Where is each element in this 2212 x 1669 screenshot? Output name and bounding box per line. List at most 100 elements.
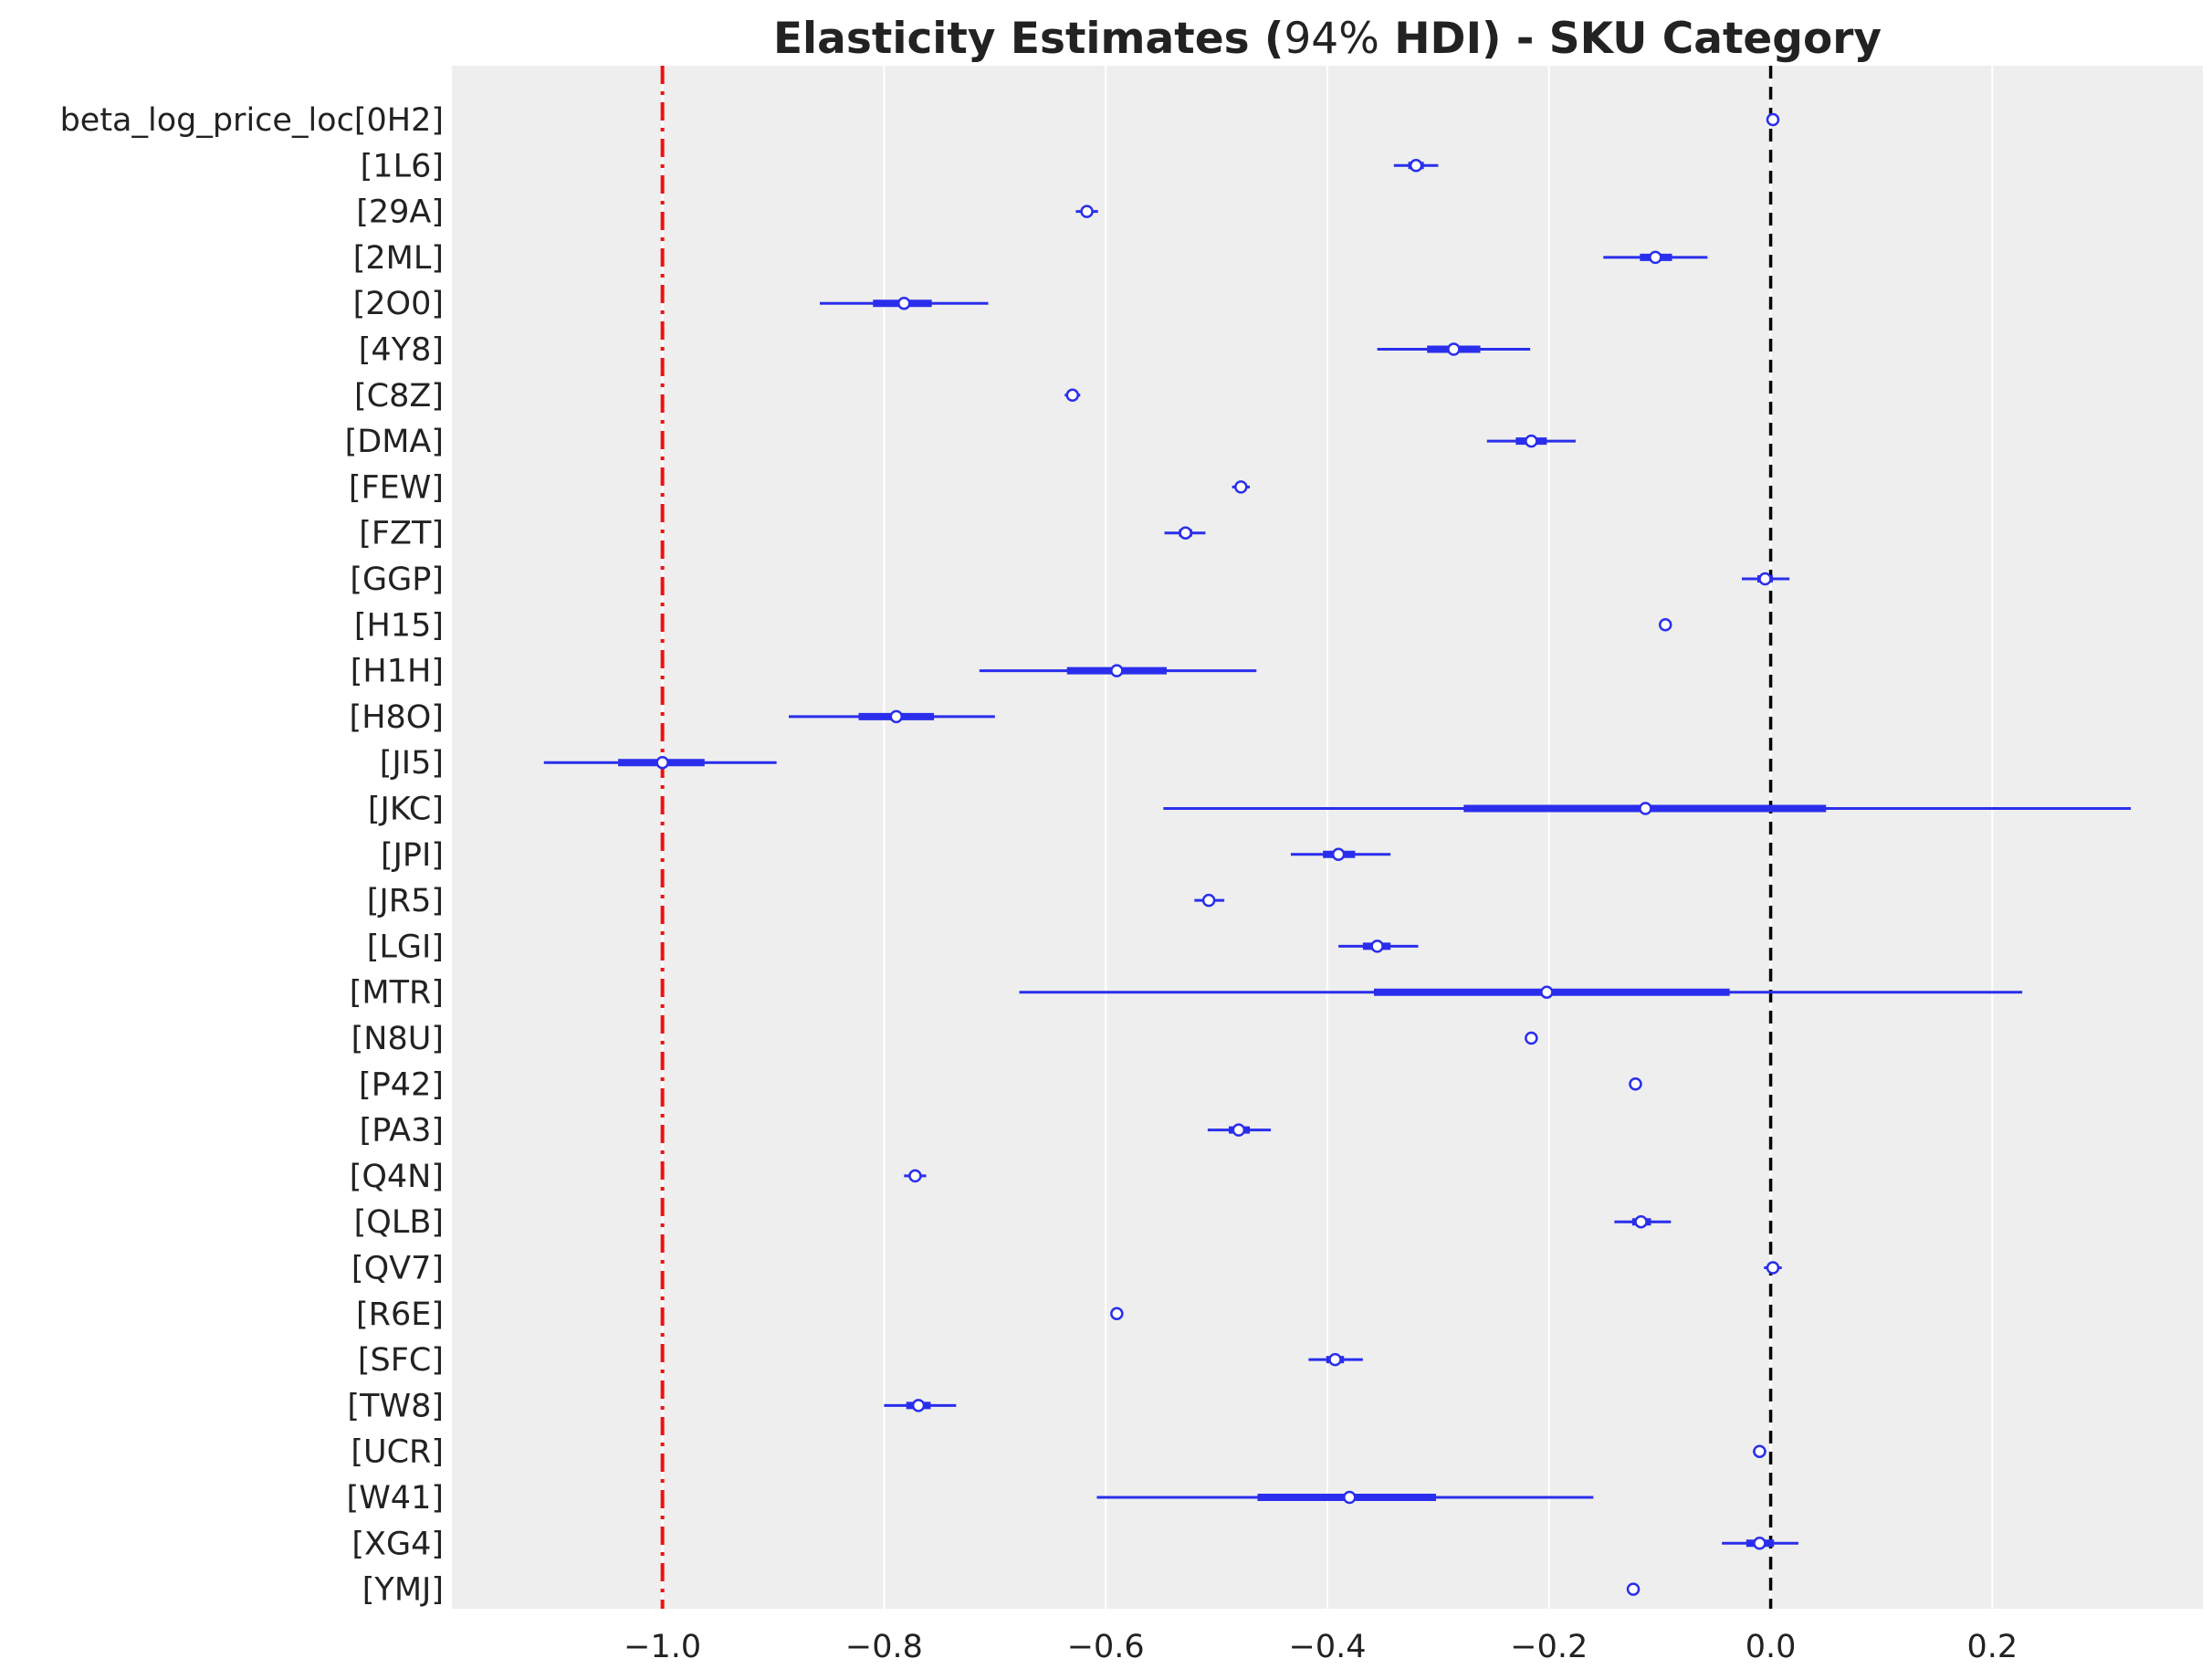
y-tick-label: [TW8] (347, 1388, 444, 1424)
mean-point (1331, 847, 1346, 862)
forest-row (1096, 1490, 1594, 1505)
mean-point (1753, 1537, 1766, 1550)
x-tick-label: 0.2 (1967, 1629, 2018, 1664)
mean-point (1634, 1214, 1648, 1229)
x-tick-label: −0.2 (1510, 1629, 1588, 1664)
forest-row (543, 755, 777, 770)
mean-point (1758, 572, 1772, 586)
y-tick-label: [MTR] (350, 975, 444, 1012)
y-tick-label: [XG4] (351, 1526, 444, 1562)
mean-point (1639, 802, 1652, 815)
mean-point (1409, 159, 1423, 173)
mean-point (1110, 1307, 1124, 1321)
y-tick-label: [JR5] (367, 883, 444, 919)
forest-row (1722, 1537, 1798, 1550)
mean-point (1328, 1352, 1342, 1367)
forest-row (1614, 1214, 1672, 1229)
mean-point (1540, 985, 1554, 999)
y-tick-label: [N8U] (351, 1021, 444, 1057)
y-tick-label: [JKC] (368, 792, 444, 828)
y-tick-label: [H1H] (351, 654, 444, 690)
mean-point (1234, 480, 1248, 494)
forest-row (1486, 434, 1576, 448)
forest-row (1338, 939, 1419, 953)
mean-point (1766, 112, 1780, 127)
y-tick-label: [LGI] (367, 929, 444, 965)
y-tick-label: [PA3] (360, 1113, 444, 1149)
x-tick-label: −0.6 (1067, 1629, 1145, 1664)
x-tick-label: −0.8 (845, 1629, 923, 1664)
y-tick-label: [1L6] (361, 148, 444, 184)
mean-point (908, 1169, 922, 1183)
y-tick-label: [QLB] (354, 1204, 444, 1241)
mean-point (1179, 526, 1192, 540)
y-tick-label: [SFC] (358, 1342, 444, 1379)
x-tick-label: −0.4 (1289, 1629, 1367, 1664)
y-tick-label: [H15] (354, 607, 444, 644)
y-tick-label: [DMA] (345, 424, 444, 460)
mean-point (1525, 434, 1538, 448)
y-tick-label: [H8O] (350, 699, 444, 736)
chart-title-bold-prefix: Elasticity Estimates ( (773, 14, 1284, 64)
y-tick-label: [2ML] (353, 240, 444, 277)
mean-point (1447, 342, 1461, 356)
mean-point (1343, 1490, 1357, 1505)
y-tick-label: [2O0] (353, 286, 444, 322)
forest-row (1163, 802, 2132, 815)
mean-point (1766, 1261, 1780, 1275)
forest-row (1110, 1307, 1124, 1321)
forest-row (1064, 388, 1081, 403)
forest-rows (543, 112, 2132, 1596)
forest-row (1626, 1582, 1641, 1596)
y-tick-label: [Q4N] (350, 1159, 444, 1195)
mean-point (1629, 1077, 1642, 1091)
mean-point (889, 709, 904, 724)
y-tick-label: [GGP] (350, 562, 444, 598)
forest-row (820, 296, 989, 310)
mean-point (1201, 893, 1216, 908)
y-tick-label: [JI5] (380, 745, 444, 782)
forest-row (1764, 1261, 1782, 1275)
chart-title-light-part: 94% (1284, 14, 1379, 64)
forest-row (1019, 985, 2023, 999)
y-tick-label: [W41] (347, 1480, 444, 1517)
y-tick-label: [YMJ] (362, 1572, 444, 1609)
mean-point (911, 1399, 926, 1412)
forest-row (904, 1169, 927, 1183)
forest-row (1290, 847, 1391, 862)
mean-point (1658, 618, 1672, 632)
y-tick-label: [JPI] (381, 837, 444, 874)
reference-lines (660, 66, 1773, 1609)
forest-row (789, 709, 995, 724)
chart-title: Elasticity Estimates (94% HDI) - SKU Cat… (773, 14, 1882, 64)
forest-row (979, 664, 1257, 677)
mean-point (1525, 1031, 1538, 1045)
mean-point (1065, 388, 1080, 403)
y-tick-labels: beta_log_price_loc[0H2] [1L6] [29A] [2ML] [2… (60, 102, 444, 1609)
forest-row (1075, 205, 1098, 218)
x-tick-label: −1.0 (624, 1629, 701, 1664)
mean-point (1370, 939, 1384, 953)
y-tick-label: [29A] (356, 194, 444, 231)
forest-row (1377, 342, 1531, 356)
y-tick-label: [QV7] (351, 1251, 444, 1287)
forest-row (1393, 159, 1439, 173)
forest-row (1525, 1031, 1538, 1045)
forest-row (1164, 526, 1206, 540)
mean-point (1232, 1123, 1246, 1137)
forest-row (1232, 480, 1251, 494)
y-tick-label: [FEW] (349, 469, 444, 506)
y-tick-label: [UCR] (351, 1434, 444, 1471)
forest-row (1742, 572, 1790, 586)
mean-point (1649, 250, 1662, 265)
mean-point (1110, 664, 1124, 677)
y-tick-label: [R6E] (356, 1296, 444, 1333)
x-tick-labels: −1.0 −0.8 −0.6 −0.4 −0.2 0.0 0.2 (624, 1629, 2018, 1665)
y-tick-label: [4Y8] (359, 332, 444, 369)
mean-point (1080, 205, 1094, 218)
forest-row (1603, 250, 1708, 265)
forest-row (1194, 893, 1225, 908)
y-tick-label: beta_log_price_loc[0H2] (60, 102, 444, 139)
